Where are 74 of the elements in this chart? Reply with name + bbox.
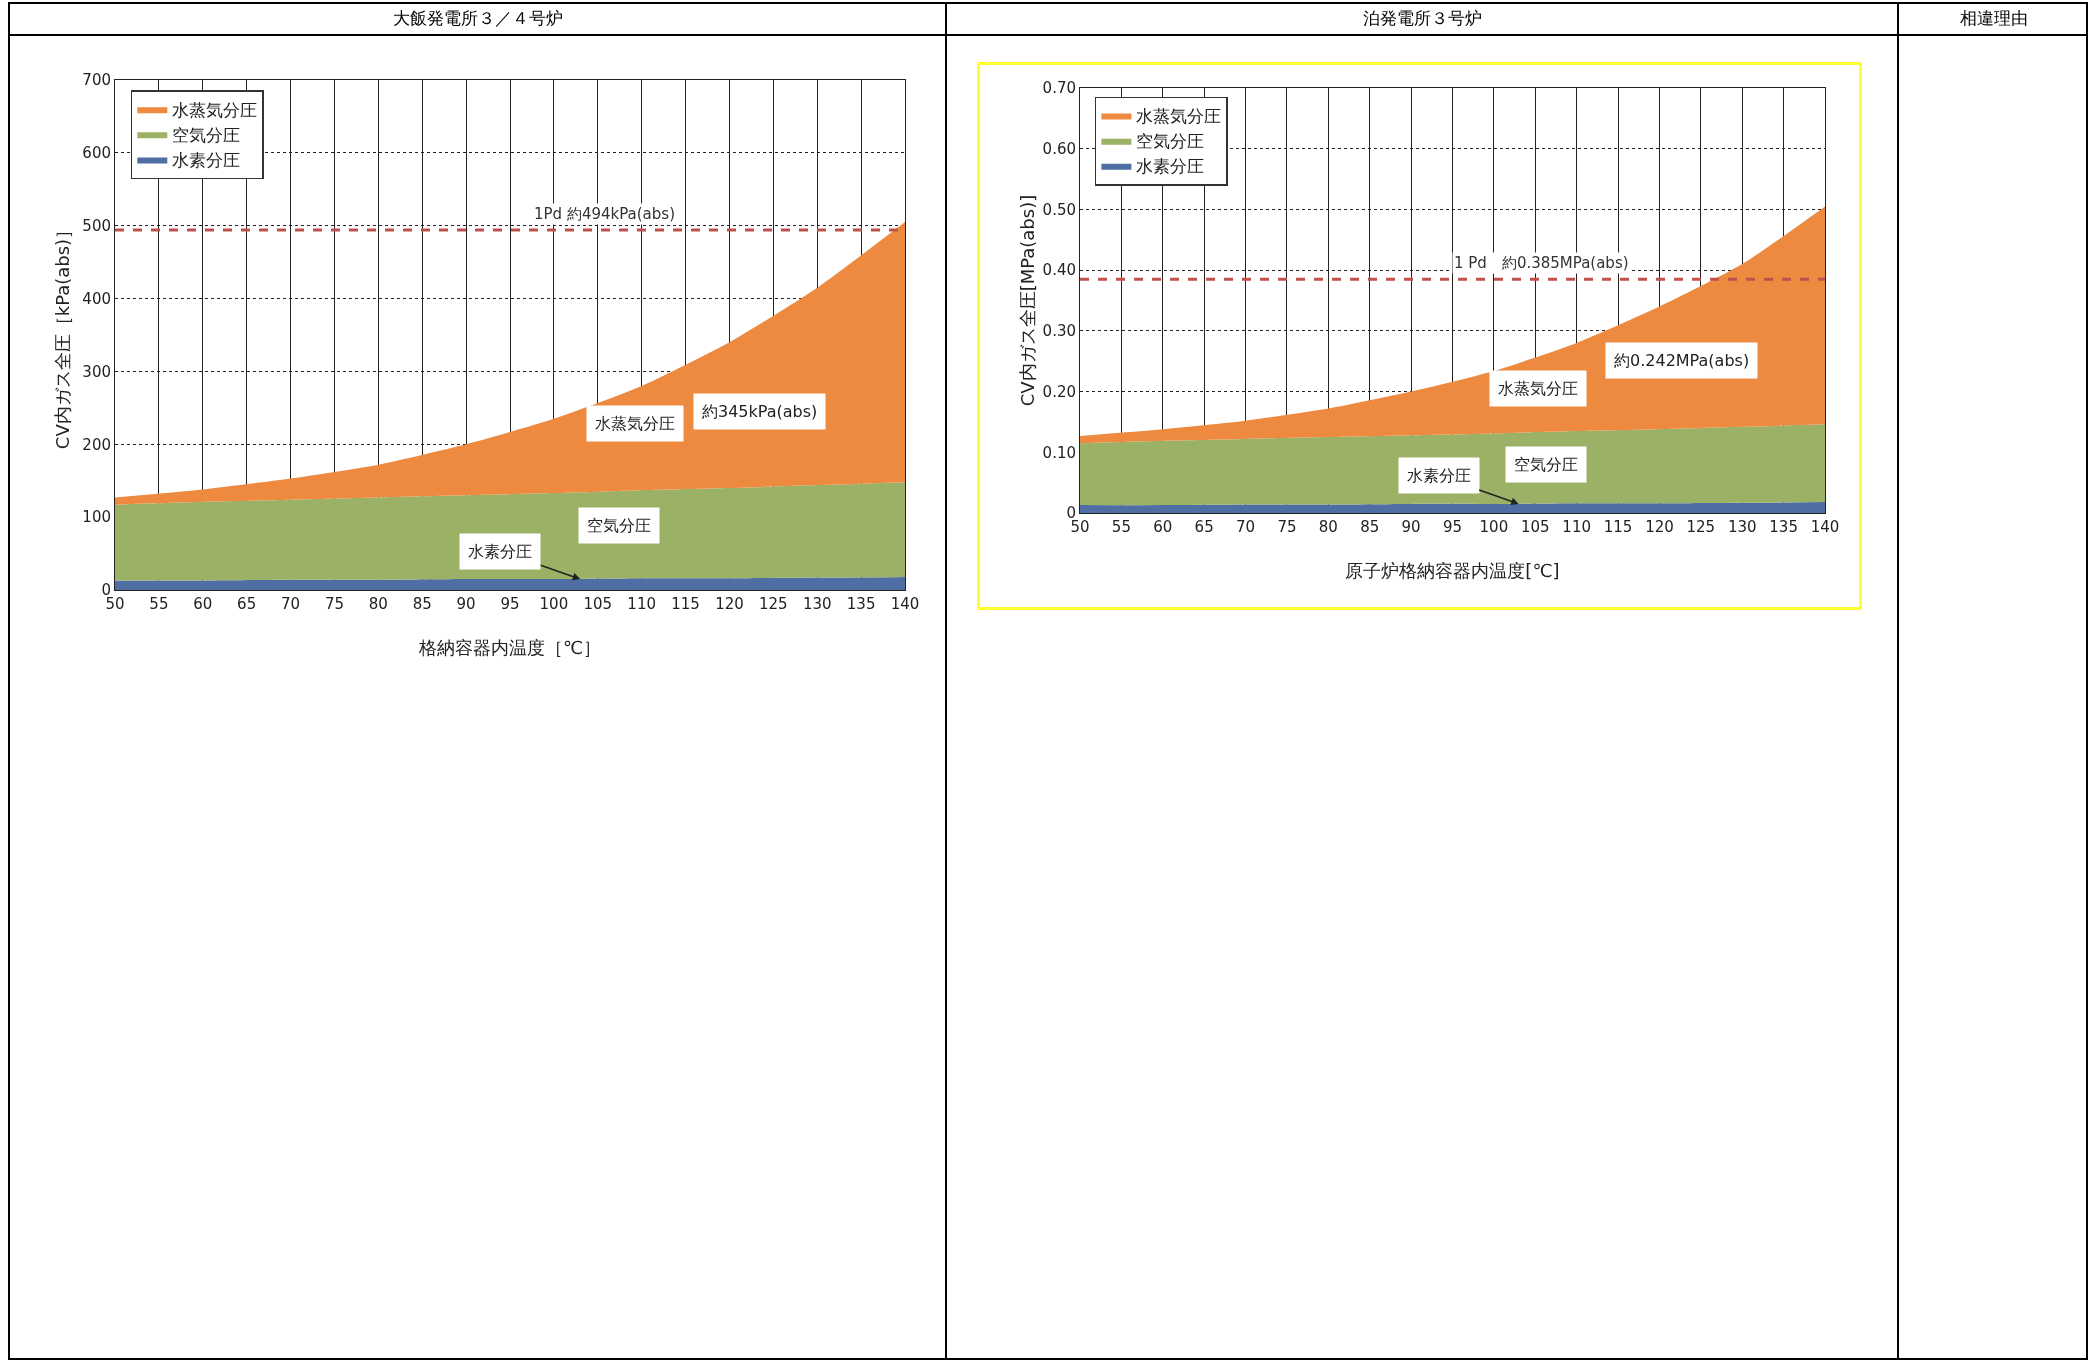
x-tick-label: 60: [193, 595, 213, 613]
x-tick-label: 110: [1562, 518, 1591, 536]
y-tick-label: 300: [82, 362, 111, 381]
legend-label: 水蒸気分圧: [172, 99, 258, 120]
x-tick-label: 105: [1520, 518, 1550, 536]
legend-label: 空気分圧: [1136, 131, 1205, 152]
x-tick-label: 100: [539, 595, 569, 613]
x-tick-label: 125: [1686, 518, 1716, 536]
y-axis-title: CV内ガス全圧[MPa(abs)]: [1017, 194, 1038, 407]
x-tick-label: 95: [500, 595, 520, 613]
x-axis-title: 原子炉格納容器内温度[℃]: [1345, 560, 1560, 581]
x-tick-label: 120: [715, 595, 744, 613]
annotation: 水蒸気分圧: [1498, 379, 1578, 398]
x-tick-label: 50: [1070, 518, 1090, 536]
x-tick-label: 90: [456, 595, 476, 613]
x-tick-label: 65: [1194, 518, 1214, 536]
annotation: 約0.242MPa(abs): [1614, 351, 1750, 370]
x-tick-label: 115: [1603, 518, 1633, 536]
y-tick-label: 0.20: [1042, 382, 1076, 401]
annotation: 空気分圧: [587, 516, 651, 535]
y-tick-label: 0.10: [1042, 443, 1076, 462]
y-tick-label: 0.30: [1042, 322, 1076, 341]
y-tick-label: 400: [82, 289, 111, 308]
ref-line-label: 1 Pd 約0.385MPa(abs): [1454, 254, 1629, 272]
x-tick-label: 85: [1360, 518, 1380, 536]
y-tick-label: 0.50: [1042, 200, 1076, 219]
x-tick-label: 60: [1153, 518, 1173, 536]
y-tick-label: 200: [82, 435, 111, 454]
x-tick-label: 100: [1479, 518, 1509, 536]
chart-title: 泊発電所３号炉: [1361, 7, 1483, 30]
x-tick-label: 120: [1645, 518, 1674, 536]
y-tick-label: 500: [82, 216, 111, 235]
legend-label: 水素分圧: [1136, 156, 1205, 177]
y-tick-label: 700: [82, 71, 111, 90]
legend-label: 水素分圧: [172, 150, 241, 171]
x-tick-label: 80: [368, 595, 388, 613]
x-axis-title: 格納容器内温度［℃］: [417, 637, 602, 658]
y-tick-label: 0.70: [1042, 79, 1076, 98]
y-tick-label: 600: [82, 144, 111, 163]
annotation: 水蒸気分圧: [595, 414, 675, 433]
x-tick-label: 115: [671, 595, 700, 613]
x-tick-label: 50: [105, 595, 125, 613]
x-tick-label: 70: [281, 595, 301, 613]
annotation: 約345kPa(abs): [702, 402, 818, 421]
x-tick-label: 130: [1727, 518, 1757, 536]
annotation: 空気分圧: [1514, 455, 1578, 474]
x-tick-label: 105: [583, 595, 613, 613]
x-tick-label: 55: [149, 595, 169, 613]
x-tick-label: 80: [1318, 518, 1338, 536]
x-tick-label: 65: [237, 595, 257, 613]
x-tick-label: 140: [890, 595, 920, 613]
x-tick-label: 140: [1810, 518, 1840, 536]
x-tick-label: 75: [1277, 518, 1297, 536]
y-axis-title: CV内ガス全圧［kPa(abs)］: [52, 220, 73, 450]
x-tick-label: 125: [759, 595, 788, 613]
ref-line-label: 1Pd 約494kPa(abs): [534, 205, 675, 223]
legend-label: 水蒸気分圧: [1136, 106, 1222, 127]
x-tick-label: 135: [1769, 518, 1798, 536]
x-tick-label: 55: [1111, 518, 1131, 536]
annotation: 水素分圧: [468, 542, 532, 561]
x-tick-label: 110: [627, 595, 656, 613]
x-tick-label: 135: [846, 595, 876, 613]
text: 相違理由: [1958, 7, 2029, 30]
x-tick-label: 130: [802, 595, 832, 613]
x-tick-label: 75: [324, 595, 344, 613]
annotation: 水素分圧: [1407, 466, 1471, 485]
x-tick-label: 85: [412, 595, 432, 613]
x-tick-label: 70: [1236, 518, 1256, 536]
chart-title: 大飯発電所３／４号炉: [391, 7, 564, 30]
y-tick-label: 0.60: [1042, 139, 1076, 158]
y-tick-label: 0.40: [1042, 261, 1076, 280]
x-tick-label: 95: [1442, 518, 1463, 536]
legend-label: 空気分圧: [172, 124, 241, 145]
x-tick-label: 90: [1401, 518, 1421, 536]
